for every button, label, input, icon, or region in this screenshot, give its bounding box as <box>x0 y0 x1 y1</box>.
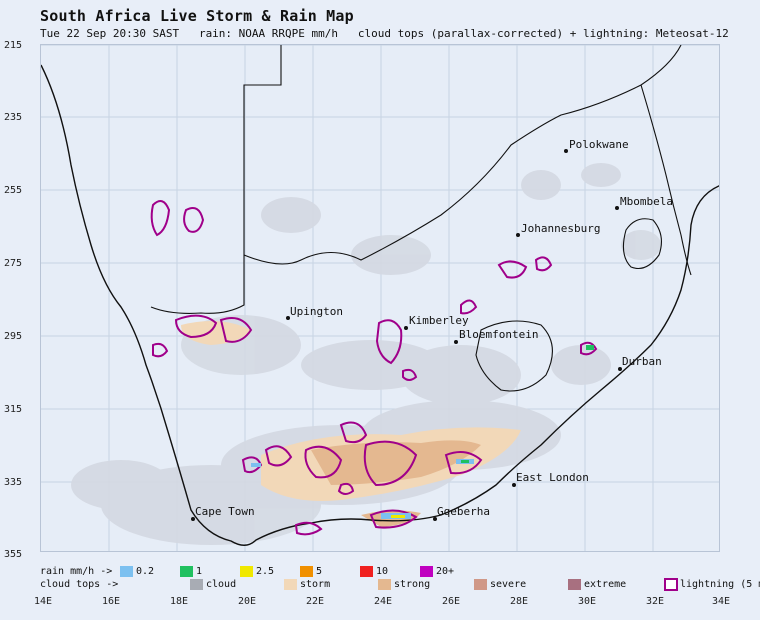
lon-label: 20E <box>238 596 257 607</box>
lat-label: 235 <box>4 112 23 123</box>
legend-swatch <box>240 566 253 577</box>
lon-label: 34E <box>712 596 731 607</box>
header: South Africa Live Storm & Rain Map Tue 2… <box>0 0 760 40</box>
legend-label: 2.5 <box>256 566 275 577</box>
lon-label: 22E <box>306 596 325 607</box>
lat-label: 335 <box>4 477 23 488</box>
legend-label: severe <box>490 579 527 590</box>
border-mozambique <box>640 84 692 276</box>
legend-swatch-lightning <box>664 578 678 591</box>
lat-label: 275 <box>4 258 23 269</box>
legend-swatch <box>180 566 193 577</box>
legend-label: extreme <box>584 579 627 590</box>
lon-label: 18E <box>170 596 189 607</box>
city-label: Kimberley <box>409 314 469 327</box>
city-label: East London <box>516 471 589 484</box>
border-eswatini <box>622 218 662 270</box>
lon-label: 26E <box>442 596 461 607</box>
legend-swatch <box>120 566 133 577</box>
legend-label: 5 <box>316 566 323 577</box>
storm-map[interactable]: Polokwane Mbombela Johannesburg Upington… <box>40 44 720 552</box>
legend-label: 20+ <box>436 566 455 577</box>
rain-cells <box>251 345 594 519</box>
lat-label: 355 <box>4 549 23 560</box>
legend-swatch <box>420 566 433 577</box>
lightning-areas <box>150 200 598 536</box>
legend-swatch <box>300 566 313 577</box>
lat-label: 255 <box>4 185 23 196</box>
city-label: Gqeberha <box>437 505 490 518</box>
legend-label: 1 <box>196 566 203 577</box>
city-label: Bloemfontein <box>459 328 538 341</box>
lat-label: 315 <box>4 404 23 415</box>
legend-label: 0.2 <box>136 566 155 577</box>
lon-label: 30E <box>578 596 597 607</box>
legend-label: strong <box>394 579 431 590</box>
legend-rain-label: rain mm/h -> <box>40 566 113 577</box>
lat-label: 215 <box>4 40 23 51</box>
lon-label: 16E <box>102 596 121 607</box>
border-namibia <box>150 45 282 314</box>
legend-label: 10 <box>376 566 389 577</box>
city-label: Durban <box>622 355 662 368</box>
border-lesotho <box>475 320 553 392</box>
legend-cloud-label: cloud tops -> <box>40 579 119 590</box>
lat-label: 295 <box>4 331 23 342</box>
legend-swatch <box>190 579 203 590</box>
map-svg: Polokwane Mbombela Johannesburg Upington… <box>41 45 719 551</box>
city-label: Upington <box>290 305 343 318</box>
legend-swatch <box>360 566 373 577</box>
legend-label: cloud <box>206 579 237 590</box>
legend-swatch <box>568 579 581 590</box>
cities: Polokwane Mbombela Johannesburg Upington… <box>191 138 673 521</box>
legend-swatch <box>474 579 487 590</box>
legend-label: lightning (5 min) <box>680 579 760 590</box>
map-subtitle: Tue 22 Sep 20:30 SAST rain: NOAA RRQPE m… <box>40 27 729 40</box>
lon-label: 14E <box>34 596 53 607</box>
legend-swatch <box>284 579 297 590</box>
legend-swatch <box>378 579 391 590</box>
city-label: Cape Town <box>195 505 255 518</box>
city-label: Polokwane <box>569 138 629 151</box>
lon-label: 32E <box>646 596 665 607</box>
storm-tops <box>181 321 521 527</box>
border-botswana <box>243 45 682 265</box>
city-label: Mbombela <box>620 195 673 208</box>
lon-label: 28E <box>510 596 529 607</box>
map-title: South Africa Live Storm & Rain Map <box>40 7 354 25</box>
legend-label: storm <box>300 579 331 590</box>
lon-label: 24E <box>374 596 393 607</box>
city-label: Johannesburg <box>521 222 600 235</box>
